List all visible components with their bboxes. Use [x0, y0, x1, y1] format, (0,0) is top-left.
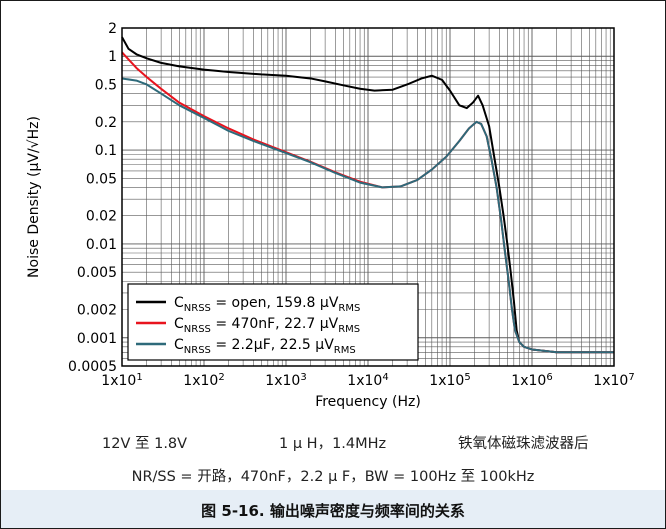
y-tick-label: 0.0005	[68, 359, 117, 375]
y-tick-label: 0.002	[77, 303, 117, 319]
legend-entry-1: CNRSS = open, 159.8 µVRMS	[174, 295, 360, 314]
x-tick-label: 1x101	[101, 372, 142, 389]
y-tick-label: 0.1	[95, 143, 117, 159]
x-axis-label: Frequency (Hz)	[315, 394, 421, 410]
series-group	[121, 36, 614, 354]
y-tick-label: 1	[108, 49, 117, 65]
y-tick-label: 0.02	[86, 209, 117, 225]
x-tick-label: 1x103	[265, 372, 306, 389]
condition-filter: 铁氧体磁珠滤波器后	[458, 436, 589, 452]
y-tick-label: 0.01	[86, 237, 117, 253]
legend: CNRSS = open, 159.8 µVRMS CNRSS = 470nF, …	[127, 283, 419, 361]
series-line-3	[121, 77, 614, 354]
y-tick-label: 0.2	[95, 115, 117, 131]
caption-bar	[1, 490, 665, 528]
noise-density-chart: 2 1 0.5 0.2 0.1 0.05 0.02 0.01 0.005 0.002 0.001 0.…	[26, 21, 635, 410]
condition-nrss: NR/SS = 开路，470nF，2.2 µ F，BW = 100Hz 至 10…	[131, 469, 535, 485]
x-tick-label: 1x102	[183, 372, 224, 389]
series-line-1	[121, 36, 614, 354]
y-tick-label: 0.005	[77, 265, 117, 281]
y-tick-label: 0.001	[77, 331, 117, 347]
y-axis-label: Noise Density (µV/√Hz)	[26, 116, 42, 278]
plot-border	[121, 27, 615, 367]
x-tick-label: 1x104	[347, 372, 388, 389]
figure-caption: 图 5-16. 输出噪声密度与频率间的关系	[201, 502, 465, 520]
x-tick-label: 1x107	[593, 372, 634, 389]
legend-entry-2: CNRSS = 470nF, 22.7 µVRMS	[174, 316, 360, 335]
x-tick-label: 1x106	[511, 372, 552, 389]
legend-box	[127, 283, 419, 361]
condition-voltage: 12V 至 1.8V	[102, 436, 188, 452]
condition-inductor: 1 µ H，1.4MHz	[279, 436, 387, 452]
x-tick-label: 1x105	[429, 372, 470, 389]
y-tick-label: 0.05	[86, 171, 117, 187]
y-tick-label: 0.5	[95, 77, 117, 93]
y-tick-label: 2	[108, 21, 117, 37]
legend-entry-3: CNRSS = 2.2µF, 22.5 µVRMS	[174, 337, 356, 356]
